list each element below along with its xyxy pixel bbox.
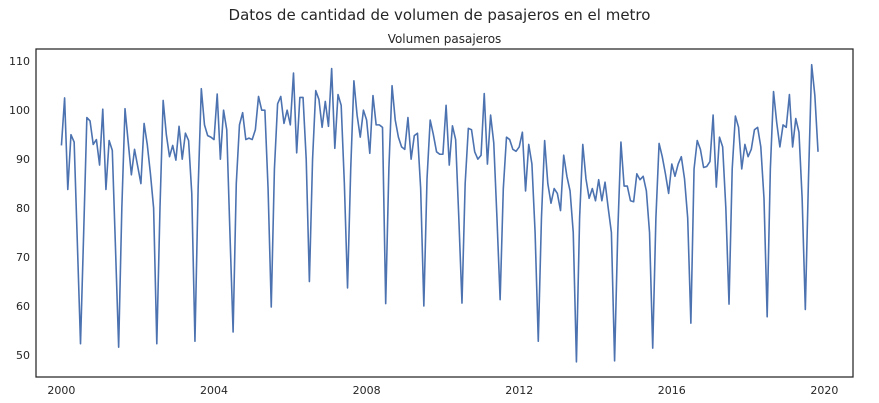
y-axis: 50 60 70 80 90 100 110: [9, 55, 30, 362]
y-tick-label: 50: [16, 349, 30, 362]
y-tick-label: 100: [9, 104, 30, 117]
series-line-volumen: [60, 63, 819, 363]
y-tick-label: 70: [16, 251, 30, 264]
y-tick-label: 110: [9, 55, 30, 68]
x-tick-label: 2020: [810, 384, 838, 397]
axes-title: Volumen pasajeros: [388, 32, 502, 46]
x-tick-label: 2004: [200, 384, 228, 397]
x-tick-label: 2000: [47, 384, 75, 397]
axes-frame: [35, 48, 854, 378]
y-tick-label: 90: [16, 153, 30, 166]
y-tick-label: 80: [16, 202, 30, 215]
y-tick-label: 60: [16, 300, 30, 313]
x-axis: 2000 2004 2008 2012 2016 2020: [47, 384, 838, 397]
x-tick-label: 2012: [505, 384, 533, 397]
x-tick-label: 2008: [353, 384, 381, 397]
x-tick-label: 2016: [658, 384, 686, 397]
figure-suptitle: Datos de cantidad de volumen de pasajero…: [228, 6, 651, 24]
